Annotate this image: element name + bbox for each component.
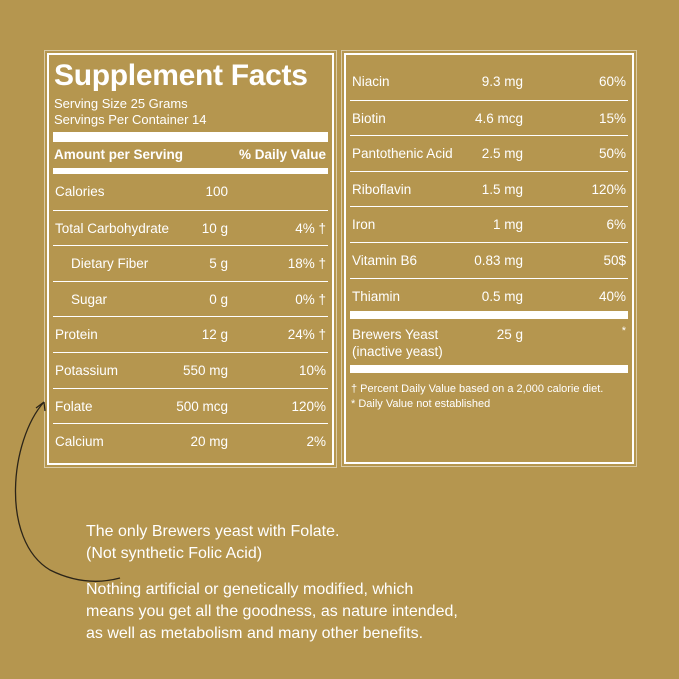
nutrient-amount: 1 mg [492,217,523,233]
nutrient-dv: 24% † [287,327,326,343]
nutrient-dv: 6% [606,217,626,233]
table-row: Protein 12 g 24% † [53,316,328,352]
nutrient-amount: 0.83 mg [474,253,523,268]
column-header: Amount per Serving % Daily Value [54,147,326,162]
serving-size: Serving Size 25 Grams [54,96,188,111]
nutrient-name: Riboflavin [352,181,412,197]
nutrient-name: Calcium [55,434,104,450]
table-row: Niacin 9.3 mg 60% [350,64,628,100]
nutrient-amount: 9.3 mg [481,74,523,89]
nutrient-dv: 0% † [295,291,326,307]
nutrient-dv: 60% [598,74,626,89]
nutrient-amount: 10 g [201,220,228,236]
nutrient-name: Vitamin B6 [352,253,418,268]
nutrient-dv: * [621,325,626,337]
nutrient-amount: 20 mg [190,434,228,450]
table-row: Riboflavin 1.5 mg 120% [350,170,628,207]
table-row-brewers-yeast: Brewers Yeast (inactive yeast) 25 g * [350,323,628,359]
body-text-line: as well as metabolism and many other ben… [86,625,424,642]
table-row: Folate 500 mcg 120% [53,387,328,424]
amount-header: Amount per Serving [54,147,184,162]
thick-divider [53,132,328,142]
nutrient-dv: 15% [598,110,626,126]
nutrient-dv: 120% [591,181,626,197]
nutrient-dv: 50% [598,146,626,162]
nutrient-dv: 4% † [295,220,326,236]
nutrient-name: Pantothenic Acid [352,146,453,162]
table-row: Potassium 550 mg 10% [53,352,328,388]
nutrient-name: Brewers Yeast [352,327,439,342]
nutrient-amount: 500 mcg [176,398,228,414]
nutrient-name: Protein [55,327,98,343]
callout-line: (Not synthetic Folic Acid) [86,545,263,562]
thick-divider [350,365,628,373]
nutrient-amount: 100 [205,184,228,199]
table-row: Iron 1 mg 6% [350,206,628,242]
nutrient-name-sub: (inactive yeast) [352,344,443,359]
nutrient-amount: 0 g [209,291,228,307]
nutrient-amount: 1.5 mg [481,181,523,197]
nutrient-name: Potassium [55,363,119,378]
nutrient-dv: 2% [306,434,326,450]
body-text-line: Nothing artificial or genetically modifi… [86,581,414,598]
nutrient-dv: 50$ [603,253,626,268]
nutrient-amount: 25 g [496,327,523,342]
nutrient-amount: 5 g [209,256,228,272]
table-row: Pantothenic Acid 2.5 mg 50% [350,135,628,171]
panel-title: Supplement Facts [54,59,308,92]
thick-divider [350,311,628,319]
dv-header: % Daily Value [238,147,326,162]
nutrient-amount: 4.6 mcg [474,110,523,126]
nutrient-name: Iron [352,217,376,233]
nutrient-dv: 10% [298,363,326,378]
footnote: * Daily Value not established [351,398,491,410]
nutrient-dv: 120% [291,398,326,414]
body-text-line: means you get all the goodness, as natur… [86,603,458,620]
nutrient-dv: 18% † [287,256,326,272]
table-row: Sugar 0 g 0% † [53,280,328,317]
table-row: Biotin 4.6 mcg 15% [350,99,628,136]
table-row: Calcium 20 mg 2% [53,423,328,459]
nutrient-name: Biotin [352,110,386,126]
nutrient-name: Niacin [352,74,390,89]
nutrient-amount: 0.5 mg [481,288,523,304]
table-row: Dietary Fiber 5 g 18% † [53,245,328,281]
table-row: Thiamin 0.5 mg 40% [350,277,628,314]
nutrient-name: Thiamin [352,288,401,304]
supplement-facts-panel-right: Niacin 9.3 mg 60% Biotin 4.6 mcg 15% Pantothen… [341,50,637,467]
nutrient-amount: 550 mg [182,363,228,378]
nutrient-dv: 40% [598,288,626,304]
nutrient-name: Sugar [71,291,108,307]
nutrient-name: Dietary Fiber [71,256,149,272]
nutrient-amount: 12 g [201,327,228,343]
supplement-facts-panel-left: Supplement Facts Serving Size 25 Grams S… [44,50,337,468]
nutrient-name: Calories [55,184,105,199]
nutrient-amount: 2.5 mg [481,146,523,162]
callout-line: The only Brewers yeast with Folate. [86,523,340,540]
table-row: Vitamin B6 0.83 mg 50$ [350,242,628,278]
footnote: † Percent Daily Value based on a 2,000 c… [351,383,604,395]
thick-divider [53,168,328,174]
nutrient-name: Total Carbohydrate [55,220,170,236]
servings-per-container: Servings Per Container 14 [54,112,207,127]
table-row: Calories 100 [53,174,328,210]
table-row: Total Carbohydrate 10 g 4% † [53,209,328,246]
nutrient-name: Folate [55,398,93,414]
